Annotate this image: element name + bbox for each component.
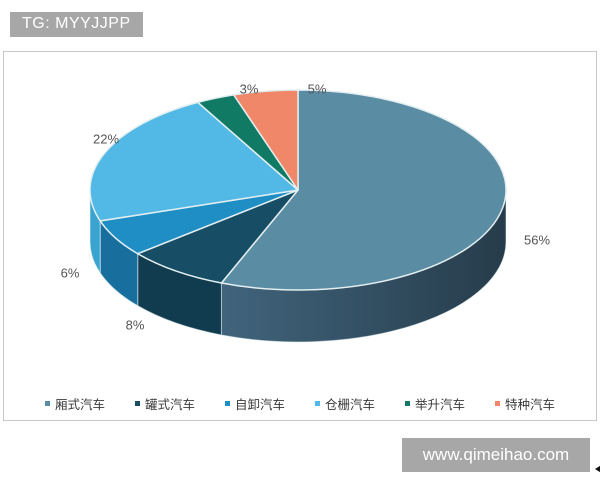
chart-legend: 厢式汽车 罐式汽车 自卸汽车 仓栅汽车 举升汽车 特种汽车	[4, 394, 596, 413]
watermark-banner: www.qimeihao.com	[402, 438, 590, 472]
slice-label-1: 8%	[125, 317, 145, 333]
pie-chart-3d	[89, 89, 507, 343]
slice-label-5: 5%	[307, 81, 327, 97]
legend-label: 特种汽车	[505, 398, 556, 412]
legend-item-2: 自卸汽车	[224, 394, 285, 413]
legend-item-4: 举升汽车	[405, 394, 465, 413]
legend-label: 举升汽车	[415, 398, 466, 412]
slice-label-2: 6%	[60, 265, 80, 281]
legend-marker-icon	[224, 401, 230, 406]
tg-stamp-banner: TG: MYYJJPP	[10, 12, 143, 37]
legend-marker-icon	[134, 401, 140, 406]
slice-label-3: 22%	[92, 131, 120, 147]
legend-marker-icon	[495, 401, 501, 406]
pie-slice-top-5	[232, 89, 299, 191]
legend-item-0: 厢式汽车	[44, 394, 105, 413]
slice-label-0: 56%	[523, 232, 551, 248]
legend-label: 仓栅汽车	[325, 398, 376, 412]
legend-marker-icon	[405, 401, 411, 406]
legend-label: 厢式汽车	[54, 398, 105, 412]
chart-panel: 56% 8% 6% 22% 3% 5% 厢式汽车 罐式汽车 自卸汽车 仓栅汽车 举升汽车 特种汽车	[3, 51, 600, 474]
pie-slice-top-0	[220, 89, 507, 291]
pie-slice-top-3	[89, 101, 299, 222]
legend-marker-icon	[44, 401, 50, 406]
border-artifact	[595, 464, 600, 474]
legend-item-1: 罐式汽车	[134, 394, 195, 413]
slice-label-4: 3%	[239, 81, 259, 97]
legend-marker-icon	[315, 401, 320, 406]
legend-label: 自卸汽车	[234, 398, 285, 412]
legend-label: 罐式汽车	[144, 398, 195, 412]
pie-slice-top-1	[136, 189, 299, 284]
legend-item-5: 特种汽车	[495, 394, 555, 413]
legend-item-3: 仓栅汽车	[315, 394, 375, 413]
